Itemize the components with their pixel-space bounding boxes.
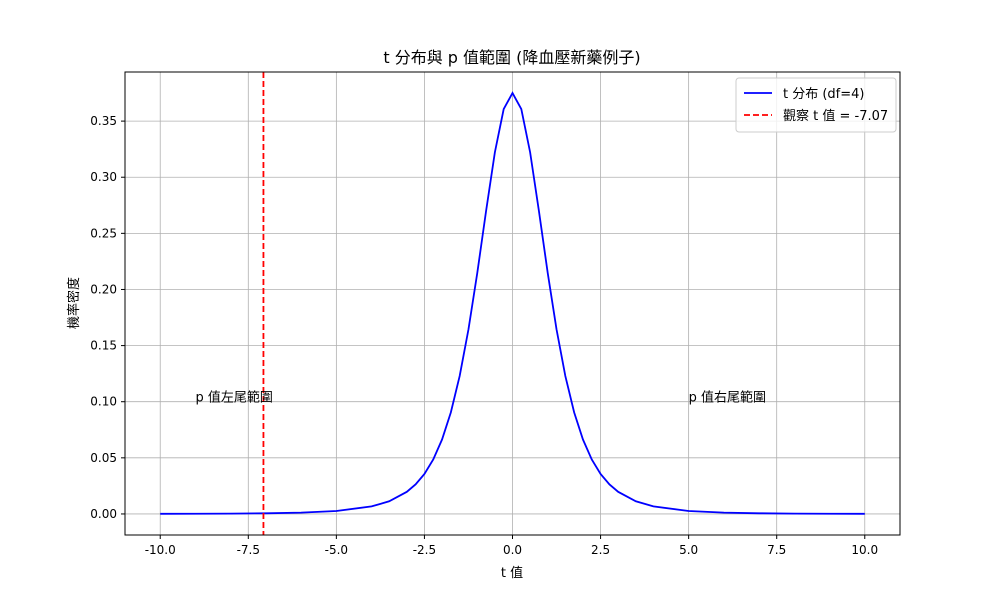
y-tick-label: 0.25 <box>90 226 117 240</box>
x-tick-label: -10.0 <box>145 543 176 557</box>
x-tick-label: 2.5 <box>591 543 610 557</box>
x-tick-label: 7.5 <box>767 543 786 557</box>
x-tick-label: -7.5 <box>237 543 260 557</box>
y-tick-label: 0.10 <box>90 395 117 409</box>
annotation: p 值右尾範圍 <box>689 390 766 406</box>
x-tick-label: 5.0 <box>679 543 698 557</box>
x-tick-label: 10.0 <box>851 543 878 557</box>
x-tick-label: 0.0 <box>503 543 522 557</box>
annotation: p 值左尾範圍 <box>195 390 272 406</box>
y-tick-label: 0.05 <box>90 451 117 465</box>
y-tick-label: 0.20 <box>90 282 117 296</box>
x-axis-label: t 值 <box>501 565 523 581</box>
x-tick-label: -2.5 <box>413 543 436 557</box>
line <box>160 91 865 515</box>
legend-label: 觀察 t 值 = -7.07 <box>783 108 888 124</box>
y-tick-label: 0.00 <box>90 507 117 521</box>
plot-frame <box>124 71 901 536</box>
y-tick-label: 0.30 <box>90 170 117 184</box>
y-tick-label: 0.35 <box>90 114 117 128</box>
chart-title: t 分布與 p 值範圍 (降血壓新藥例子) <box>383 48 640 67</box>
y-axis-label: 機率密度 <box>66 277 82 329</box>
legend <box>735 77 897 133</box>
legend-label: t 分布 (df=4) <box>783 87 865 102</box>
y-tick-label: 0.15 <box>90 339 117 353</box>
x-tick-label: -5.0 <box>325 543 348 557</box>
